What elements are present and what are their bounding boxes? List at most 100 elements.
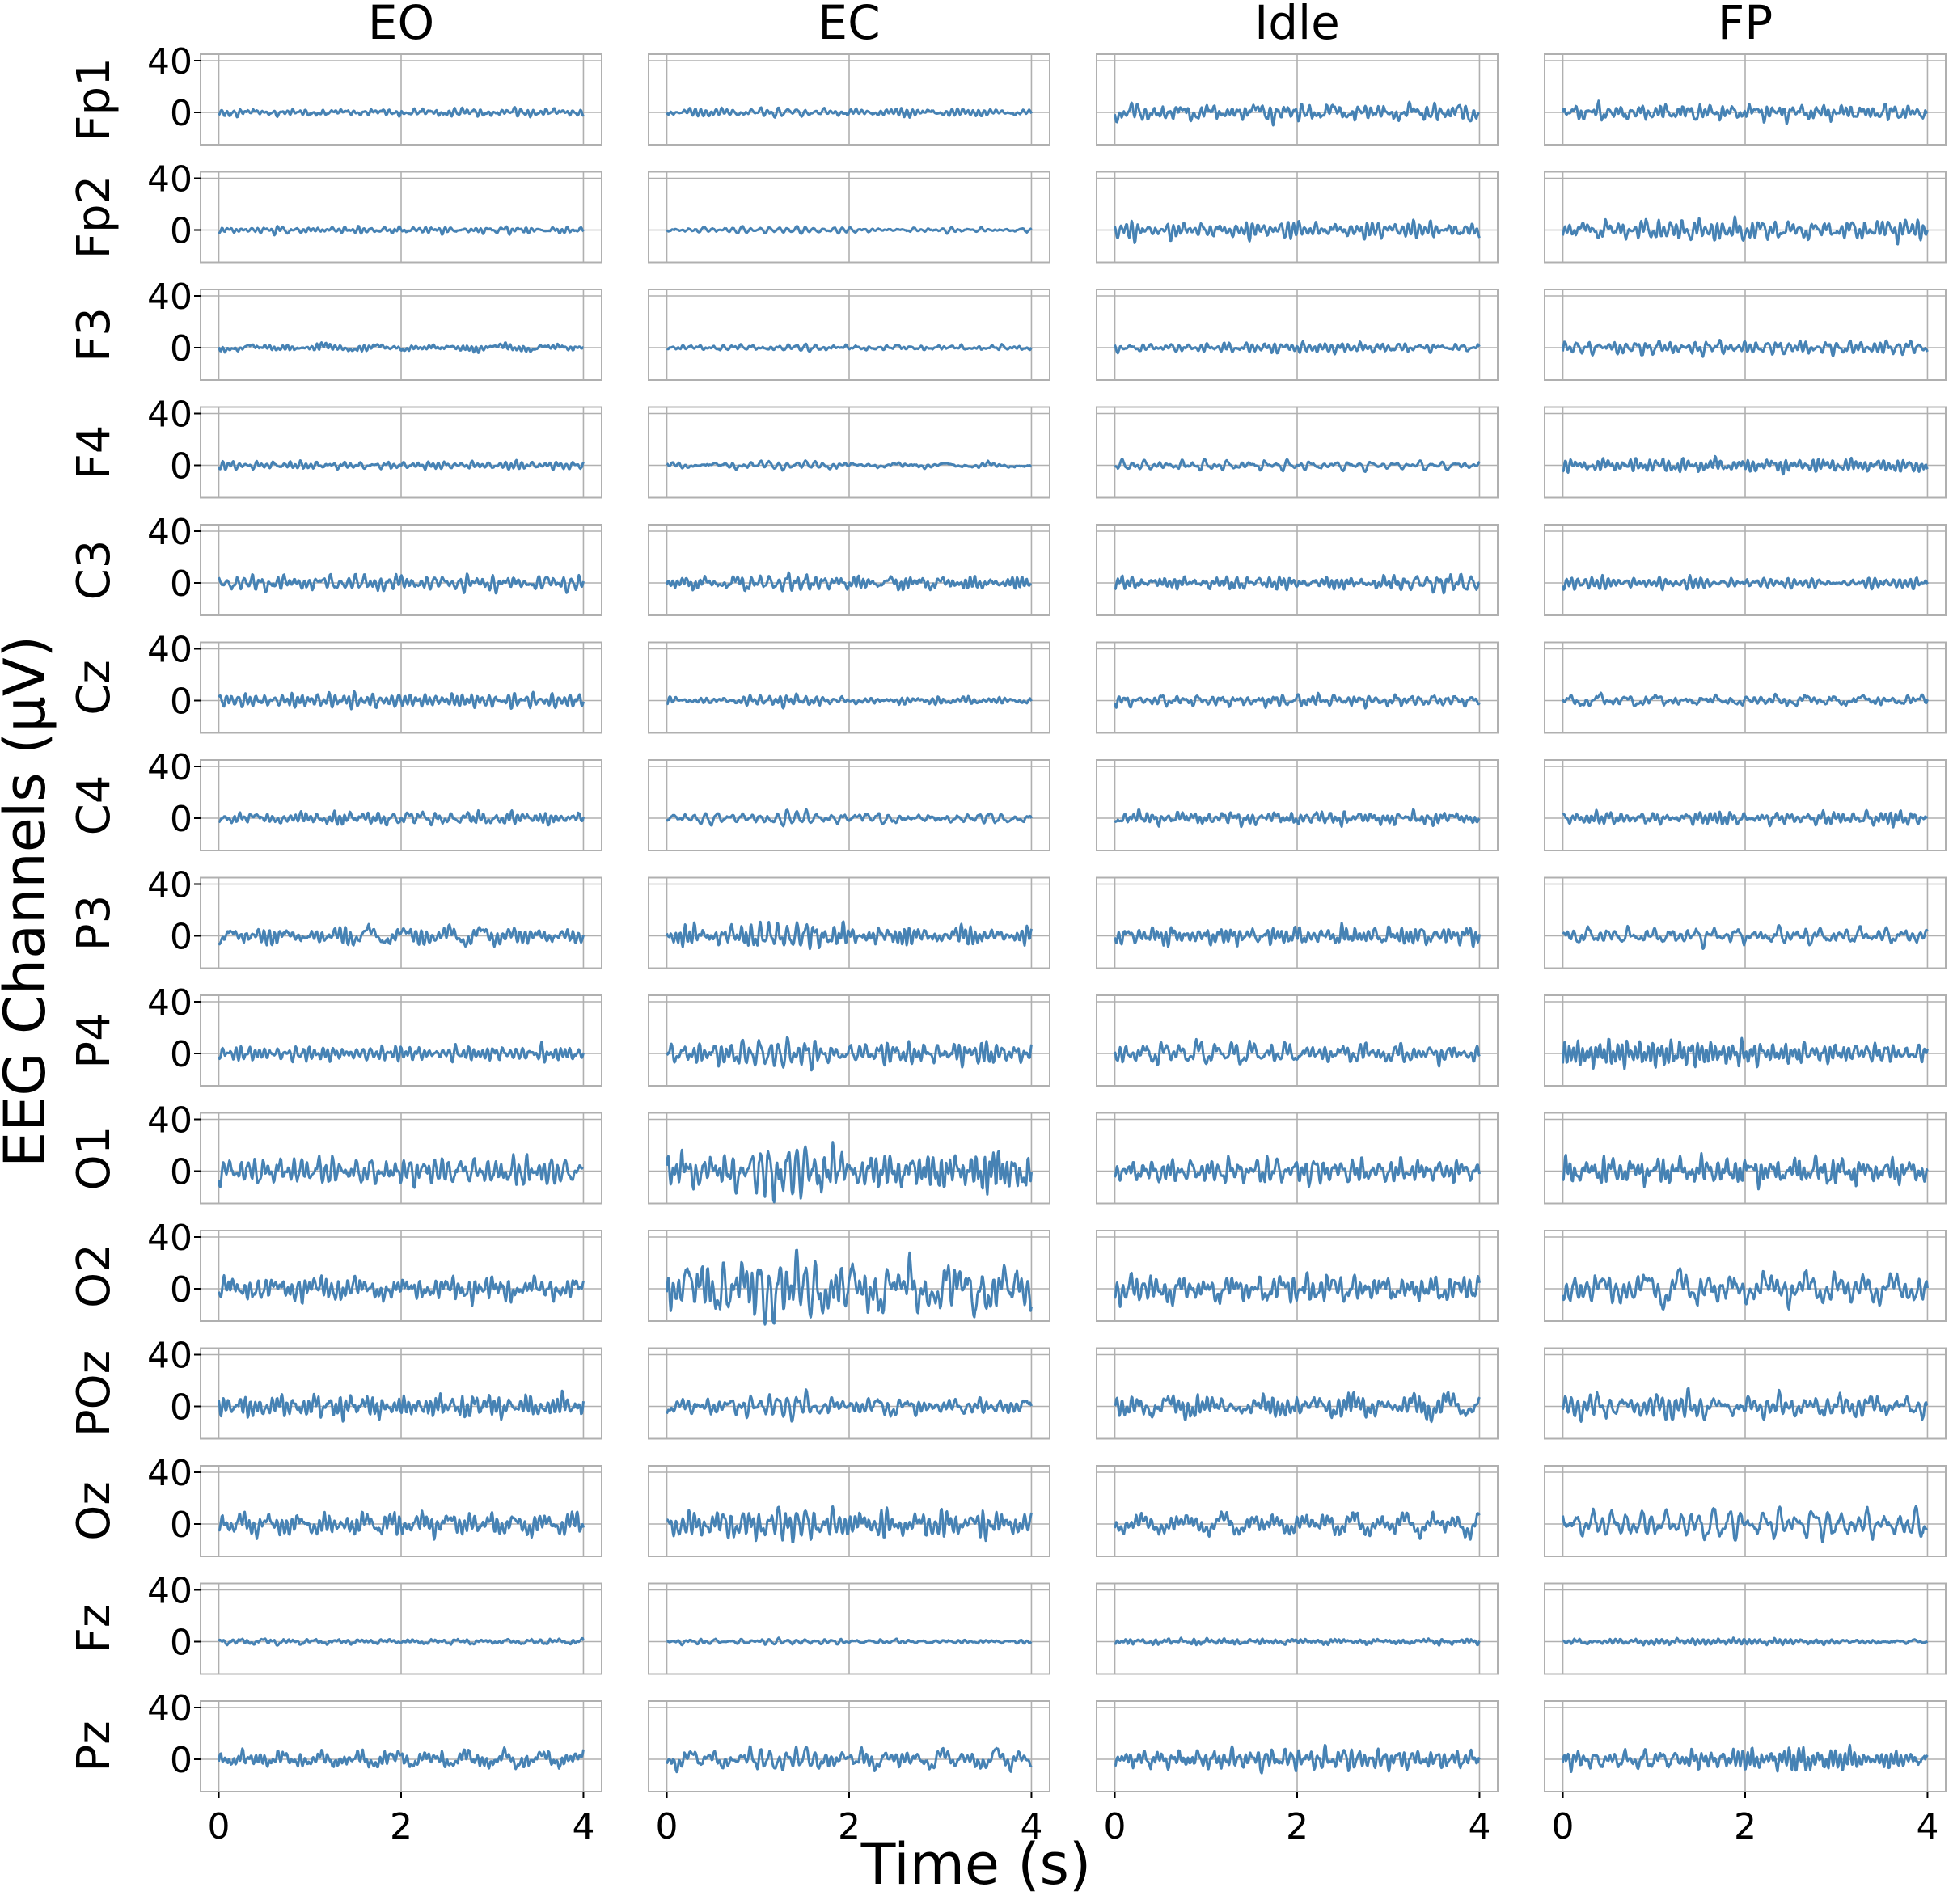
panel-o1-idle: [1096, 1112, 1499, 1205]
trace-p3-idle: [1114, 922, 1481, 948]
channel-label-p3: P3: [68, 895, 120, 951]
trace-p4-fp: [1562, 1036, 1929, 1070]
panel-frame: [648, 994, 1050, 1087]
y-tick-label: 0: [170, 1740, 192, 1781]
y-tick-label: 40: [147, 512, 192, 553]
panel-pz-fp: 0 2 4: [1544, 1700, 1947, 1847]
y-tick-label: 40: [147, 1453, 192, 1494]
panel-frame: [1096, 1230, 1499, 1322]
trace-pz-eo: [218, 1746, 585, 1771]
trace-fz-fp: [1562, 1636, 1929, 1647]
trace-p3-eo: [218, 922, 585, 948]
trace-f4-fp: [1562, 454, 1929, 476]
x-tick-label: 4: [1020, 1806, 1042, 1847]
y-tick-label: 40: [147, 1218, 192, 1259]
panel-frame: [648, 876, 1050, 969]
trace-o1-idle: [1114, 1155, 1481, 1188]
y-tick-label: 0: [170, 1152, 192, 1193]
y-tick-label: 40: [147, 41, 192, 82]
panel-o2-ec: [648, 1230, 1050, 1326]
panel-c4-idle: [1096, 759, 1499, 851]
panel-frame: [648, 1582, 1050, 1675]
panel-frame: [648, 524, 1050, 616]
panel-c4-fp: [1544, 759, 1947, 851]
y-tick-label: 0: [170, 799, 192, 840]
panel-frame: [1544, 289, 1947, 381]
trace-c3-ec: [666, 571, 1032, 593]
panel-p3-idle: [1096, 876, 1499, 969]
panel-frame: [1544, 1465, 1947, 1557]
y-tick-label: 40: [147, 1336, 192, 1377]
panel-fp2-fp: [1544, 171, 1947, 264]
trace-p4-eo: [218, 1041, 585, 1064]
panel-p3-fp: [1544, 876, 1947, 969]
panel-fp1-idle: [1096, 53, 1499, 146]
channel-label-f3: F3: [68, 307, 120, 362]
x-tick-label: 4: [1468, 1806, 1490, 1847]
y-tick-label: 40: [147, 982, 192, 1024]
x-tick-label: 4: [572, 1806, 594, 1847]
panel-frame: [1544, 1347, 1947, 1440]
panel-p4-eo: 040: [147, 982, 602, 1087]
channel-label-oz: Oz: [68, 1481, 120, 1540]
channel-label-fz: Fz: [68, 1604, 120, 1654]
panel-fz-eo: 040: [147, 1571, 602, 1675]
trace-p3-ec: [666, 920, 1033, 951]
trace-fp1-eo: [218, 106, 585, 119]
panel-c4-eo: 040: [147, 747, 602, 851]
panel-frame: [648, 1347, 1050, 1440]
panel-frame: [1544, 1112, 1947, 1205]
panel-frame: [200, 524, 602, 616]
y-tick-label: 40: [147, 159, 192, 201]
trace-f3-ec: [666, 342, 1033, 353]
x-axis-title: Time (s): [860, 1831, 1092, 1898]
panel-frame: [1544, 524, 1947, 616]
panel-frame: [1096, 1112, 1499, 1205]
panel-frame: [200, 876, 602, 969]
trace-o2-fp: [1562, 1267, 1929, 1311]
channel-labels: Fp1 Fp2 F3 F4 C3 Cz C4 P3 P4 O1 O2 POz Oz Fz Pz: [68, 57, 120, 1771]
panel-frame: [648, 406, 1050, 499]
trace-c3-eo: [218, 572, 585, 595]
panel-poz-fp: [1544, 1347, 1947, 1440]
y-tick-label: 0: [170, 1387, 192, 1429]
trace-fp1-ec: [666, 106, 1033, 119]
y-tick-label: 40: [147, 277, 192, 318]
panel-o2-eo: 040: [147, 1218, 602, 1322]
channel-label-o1: O1: [68, 1126, 120, 1191]
trace-c4-idle: [1114, 808, 1481, 829]
trace-o2-eo: [218, 1273, 585, 1307]
trace-poz-idle: [1114, 1391, 1481, 1424]
y-axis-title: EEG Channels (μV): [0, 635, 58, 1167]
column-titles: EO EC Idle FP: [368, 0, 1773, 50]
panel-f3-fp: [1544, 289, 1947, 381]
panel-frame: [1096, 994, 1499, 1087]
trace-cz-eo: [218, 690, 585, 711]
x-tick-label: 0: [1104, 1806, 1127, 1847]
trace-oz-ec: [666, 1505, 1033, 1543]
panel-frame: [200, 171, 602, 264]
panel-p4-idle: [1096, 994, 1499, 1087]
channel-label-fp1: Fp1: [68, 57, 120, 141]
x-tick-label: 0: [1552, 1806, 1575, 1847]
panel-frame: [200, 1230, 602, 1322]
channel-label-o2: O2: [68, 1243, 120, 1308]
panel-frame: [1544, 1582, 1947, 1675]
panel-frame: [1096, 289, 1499, 381]
panel-frame: [1096, 876, 1499, 969]
panel-frame: [1096, 171, 1499, 264]
panel-fz-ec: [648, 1582, 1050, 1675]
panel-frame: [200, 289, 602, 381]
panel-p3-eo: 040: [147, 865, 602, 969]
panel-frame: [1544, 759, 1947, 851]
column-title-idle: Idle: [1254, 0, 1340, 50]
y-tick-label: 0: [170, 1505, 192, 1546]
y-tick-label: 0: [170, 1034, 192, 1075]
panel-cz-eo: 040: [147, 630, 602, 734]
panel-o2-idle: [1096, 1230, 1499, 1322]
panel-frame: [648, 53, 1050, 146]
panel-f4-fp: [1544, 406, 1947, 499]
channel-label-c3: C3: [68, 540, 120, 601]
panel-frame: [200, 994, 602, 1087]
panel-frame: [648, 759, 1050, 851]
